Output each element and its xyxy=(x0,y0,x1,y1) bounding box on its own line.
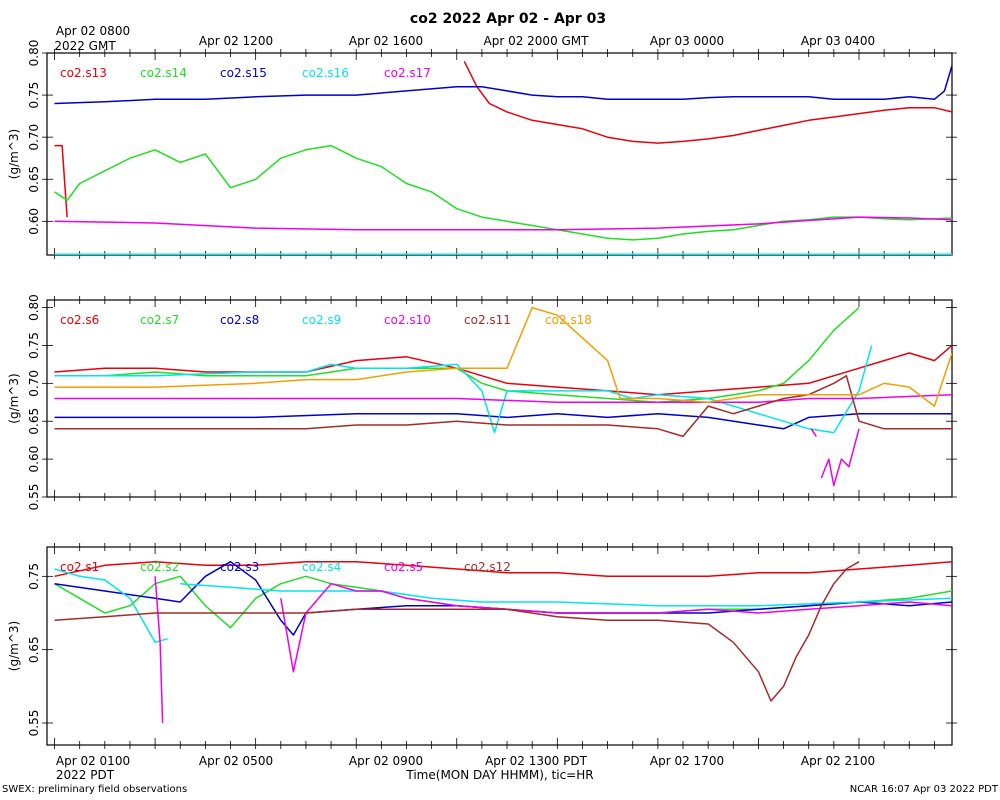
series-line-co2-s5 xyxy=(154,576,952,724)
footer-right: NCAR 16:07 Apr 03 2022 PDT xyxy=(850,784,999,795)
y-tick-label: 0.55 xyxy=(27,710,41,737)
legend-co2-s13: co2.s13 xyxy=(60,66,107,80)
legend-co2-s18: co2.s18 xyxy=(545,313,592,327)
footer-left: SWEX: preliminary field observations xyxy=(2,784,187,795)
y-tick-label: 0.60 xyxy=(27,208,41,235)
plot-lines xyxy=(54,61,952,255)
pdt-label-1300: Apr 02 1300 PDT xyxy=(485,754,587,768)
pdt-label-2100: Apr 02 2100 xyxy=(801,754,875,768)
y-tick-label: 0.75 xyxy=(27,82,41,109)
legend-co2-s16: co2.s16 xyxy=(302,66,349,80)
y-axis-label: (g/m^3) xyxy=(7,129,21,179)
series-line-co2-s1 xyxy=(54,560,952,578)
legend-co2-s15: co2.s15 xyxy=(220,66,267,80)
panel-3: 0.55 0.65 0.75 (g/m^3) co2.s1 co2.s2 co2.s3 co2… xyxy=(7,543,957,749)
pdt-start-sublabel: 2022 PDT xyxy=(56,768,115,782)
y-axis-label: (g/m^3) xyxy=(7,621,21,671)
legend-co2-s2: co2.s2 xyxy=(140,560,179,574)
gmt-axis-labels: Apr 02 0800 2022 GMT Apr 02 1200 Apr 02 … xyxy=(54,24,875,53)
legend-co2-s7: co2.s7 xyxy=(140,313,179,327)
pdt-label-0900: Apr 02 0900 xyxy=(349,754,423,768)
y-tick-label: 0.60 xyxy=(27,446,41,473)
gmt-start-sublabel: 2022 GMT xyxy=(54,39,116,53)
plot-lines xyxy=(54,560,952,724)
pdt-label-1700: Apr 02 1700 xyxy=(650,754,724,768)
panel-2: 0.55 0.60 0.65 0.70 0.75 0.80 (g/m^3) co2.s6 co2… xyxy=(7,294,957,510)
series-line-co2-s8 xyxy=(54,412,952,430)
legend-co2-s4: co2.s4 xyxy=(302,560,341,574)
legend-co2-s12: co2.s12 xyxy=(464,560,511,574)
series-line-co2-s18 xyxy=(54,306,952,407)
legend-co2-s3: co2.s3 xyxy=(220,560,259,574)
pdt-label-0100: Apr 02 0100 xyxy=(56,754,130,768)
legend-co2-s11: co2.s11 xyxy=(464,313,511,327)
series-line-co2-s13 xyxy=(54,61,952,218)
y-tick-label: 0.55 xyxy=(27,484,41,511)
y-tick-label: 0.80 xyxy=(27,40,41,67)
y-tick-label: 0.65 xyxy=(27,636,41,663)
legend-co2-s9: co2.s9 xyxy=(302,313,341,327)
y-tick-label: 0.65 xyxy=(27,408,41,435)
series-line-co2-s14 xyxy=(54,144,952,241)
gmt-start-label: Apr 02 0800 xyxy=(56,24,130,38)
legend-co2-s14: co2.s14 xyxy=(140,66,187,80)
gmt-label-1600: Apr 02 1600 xyxy=(349,34,423,48)
legend-co2-s5: co2.s5 xyxy=(384,560,423,574)
series-line-co2-s17 xyxy=(54,216,952,231)
gmt-label-0000: Apr 03 0000 xyxy=(650,34,724,48)
legend-co2-s6: co2.s6 xyxy=(60,313,99,327)
pdt-label-0500: Apr 02 0500 xyxy=(199,754,273,768)
series-line-co2-s10 xyxy=(54,393,952,487)
series-line-co2-s6 xyxy=(54,344,952,396)
y-tick-label: 0.70 xyxy=(27,370,41,397)
chart-title: co2 2022 Apr 02 - Apr 03 xyxy=(410,11,606,27)
legend-co2-s17: co2.s17 xyxy=(384,66,431,80)
gmt-label-0400: Apr 03 0400 xyxy=(801,34,875,48)
y-tick-label: 0.70 xyxy=(27,124,41,151)
y-tick-label: 0.75 xyxy=(27,332,41,359)
series-line-co2-s15 xyxy=(54,65,952,105)
x-axis-label: Time(MON DAY HHMM), tic=HR xyxy=(405,768,593,782)
panel-1: 0.60 0.65 0.70 0.75 0.80 (g/m^3) co2.s13 co2.s1… xyxy=(7,40,957,259)
y-tick-label: 0.80 xyxy=(27,294,41,321)
y-tick-label: 0.75 xyxy=(27,563,41,590)
gmt-label-2000: Apr 02 2000 GMT xyxy=(484,34,590,48)
legend-co2-s10: co2.s10 xyxy=(384,313,431,327)
series-line-co2-s12 xyxy=(54,561,860,702)
plot-frame xyxy=(46,546,953,746)
legend-co2-s1: co2.s1 xyxy=(60,560,99,574)
pdt-axis-labels: Apr 02 0100 Apr 02 0500 Apr 02 0900 Apr … xyxy=(56,754,875,782)
y-axis-label: (g/m^3) xyxy=(7,373,21,423)
series-line-co2-s4 xyxy=(54,568,952,644)
legend-co2-s8: co2.s8 xyxy=(220,313,259,327)
gmt-label-1200: Apr 02 1200 xyxy=(199,34,273,48)
plot-lines xyxy=(54,306,952,487)
series-line-co2-s11 xyxy=(54,375,952,438)
series-line-co2-s9 xyxy=(54,345,873,434)
y-tick-label: 0.65 xyxy=(27,166,41,193)
